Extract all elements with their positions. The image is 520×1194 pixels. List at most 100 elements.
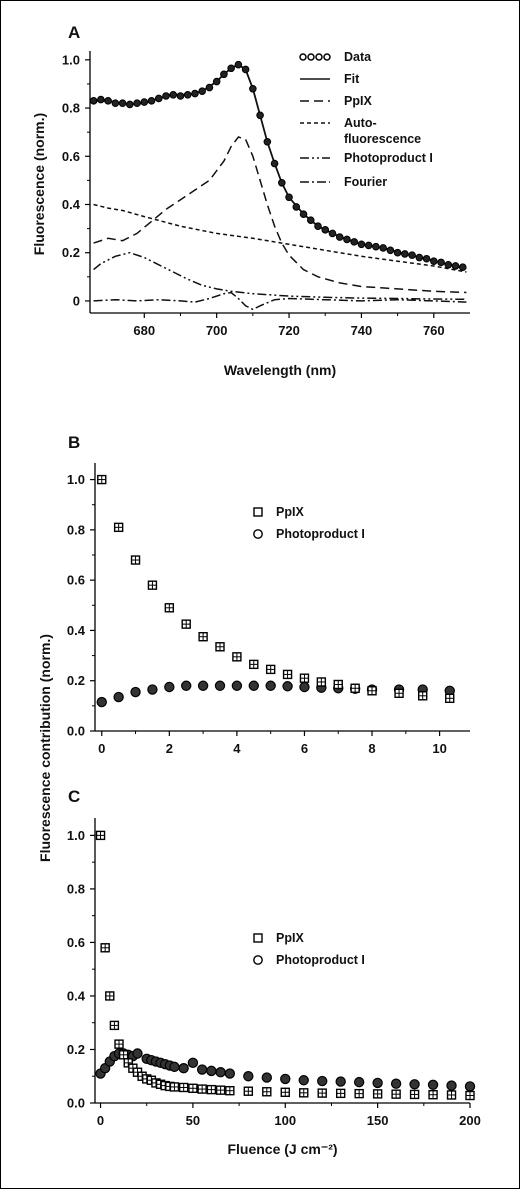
data-point-a — [328, 229, 337, 238]
legend-label-c: PpIX — [276, 931, 304, 945]
legend-label-b: PpIX — [276, 505, 304, 519]
photoproduct-point-c — [243, 1071, 254, 1082]
data-point-a — [350, 238, 358, 246]
photoproduct-point-c — [298, 1075, 309, 1086]
photoproduct-point-b — [231, 680, 243, 691]
data-point-a — [278, 178, 286, 187]
photoproduct-point-b — [96, 696, 107, 708]
series-line-a — [93, 291, 467, 311]
data-point-a — [401, 250, 409, 258]
y-tick-label-b: 0.4 — [67, 623, 86, 638]
photoproduct-point-c — [390, 1078, 402, 1089]
series-line-a — [93, 203, 467, 273]
photoproduct-point-c — [178, 1063, 189, 1074]
photoproduct-point-b — [147, 684, 158, 695]
x-tick-label-b: 10 — [432, 741, 446, 756]
x-tick-label-c: 100 — [274, 1113, 296, 1128]
data-point-a — [372, 242, 380, 251]
data-point-a — [451, 262, 460, 270]
photoproduct-point-b — [299, 681, 310, 693]
data-point-a — [198, 87, 206, 95]
data-point-a — [183, 90, 192, 99]
panel-a: A 0 0.2 0.4 0.6 0.8 1.0 680 700 720 740 760 Waveleng… — [31, 23, 470, 378]
shared-y-axis-label: Fluorescence contribution (norm.) — [37, 634, 53, 862]
legend-marker-a — [307, 53, 315, 61]
data-point-a — [234, 60, 243, 69]
x-tick-label-b: 0 — [98, 741, 105, 756]
photoproduct-point-b — [265, 680, 276, 691]
photoproduct-point-b — [197, 680, 209, 691]
data-point-a — [314, 222, 322, 230]
photoproduct-point-c — [335, 1076, 346, 1087]
x-axis-label-a: Wavelength (nm) — [224, 362, 336, 378]
photoproduct-point-c — [372, 1077, 383, 1089]
panel-letter-c: C — [68, 787, 80, 806]
data-point-a — [140, 98, 149, 106]
legend-label-a: fluorescence — [344, 132, 421, 146]
y-tick-label-a: 0 — [73, 293, 80, 308]
legend-label-c: Photoproduct I — [276, 953, 365, 967]
y-tick-label-c: 0.8 — [67, 881, 85, 896]
legend-square-b — [253, 507, 263, 517]
data-point-a — [343, 235, 351, 244]
data-point-a — [154, 94, 163, 103]
photoproduct-point-b — [282, 681, 293, 692]
data-point-a — [458, 263, 467, 271]
data-point-a — [220, 70, 228, 79]
data-point-a — [176, 92, 185, 100]
data-point-a — [444, 260, 453, 269]
panel-c: C 0.0 0.2 0.4 0.6 0.8 1.0 0 50 100 150 200 Fluence (… — [67, 787, 481, 1157]
data-point-a — [364, 241, 373, 250]
legend-marker-a — [323, 53, 331, 61]
photoproduct-point-c — [187, 1057, 199, 1069]
x-tick-label-c: 0 — [97, 1113, 104, 1128]
photoproduct-point-b — [130, 686, 141, 698]
data-point-a — [437, 258, 445, 267]
x-tick-label-c: 150 — [367, 1113, 389, 1128]
x-tick-label-a: 740 — [351, 323, 373, 338]
data-point-a — [256, 111, 264, 120]
y-tick-label-c: 0.2 — [67, 1042, 85, 1057]
data-point-a — [415, 253, 424, 262]
series-line-a — [93, 251, 467, 301]
data-point-a — [227, 64, 235, 73]
y-tick-label-a: 0.2 — [62, 245, 80, 260]
x-tick-label-b: 2 — [166, 741, 173, 756]
photoproduct-point-c — [464, 1081, 476, 1092]
data-point-a — [118, 99, 127, 108]
data-point-a — [270, 159, 279, 168]
y-tick-label-b: 0.8 — [67, 522, 85, 537]
data-point-a — [393, 248, 402, 257]
photoproduct-point-c — [427, 1079, 439, 1091]
legend-circle-c — [253, 955, 263, 965]
photoproduct-point-b — [164, 681, 175, 693]
x-tick-label-a: 680 — [133, 323, 155, 338]
photoproduct-point-c — [206, 1065, 217, 1077]
data-point-a — [169, 90, 178, 99]
data-point-a — [285, 193, 293, 202]
panel-b: B 0.0 0.2 0.4 0.6 0.8 1.0 0 2 4 6 8 10 PpIX Photoprodu… — [67, 433, 470, 756]
data-point-a — [306, 216, 315, 224]
data-point-a — [263, 138, 272, 146]
x-tick-label-c: 50 — [186, 1113, 200, 1128]
x-tick-label-b: 8 — [368, 741, 375, 756]
y-tick-label-a: 0.4 — [62, 197, 81, 212]
y-tick-label-b: 0.6 — [67, 573, 85, 588]
legend-marker-a — [315, 53, 323, 61]
photoproduct-point-c — [132, 1048, 143, 1059]
photoproduct-point-c — [280, 1073, 291, 1085]
data-point-a — [89, 97, 98, 105]
data-point-a — [162, 92, 170, 100]
photoproduct-point-b — [214, 680, 226, 691]
x-tick-label-a: 700 — [206, 323, 228, 338]
panel-letter-b: B — [68, 433, 80, 452]
data-point-a — [422, 254, 431, 263]
data-point-a — [111, 99, 120, 108]
y-tick-label-a: 1.0 — [62, 52, 80, 67]
x-tick-label-b: 6 — [301, 741, 308, 756]
panel-letter-a: A — [68, 23, 80, 42]
y-axis-label-a: Fluorescence (norm.) — [31, 113, 47, 255]
data-point-a — [249, 84, 257, 93]
x-tick-label-b: 4 — [233, 741, 241, 756]
